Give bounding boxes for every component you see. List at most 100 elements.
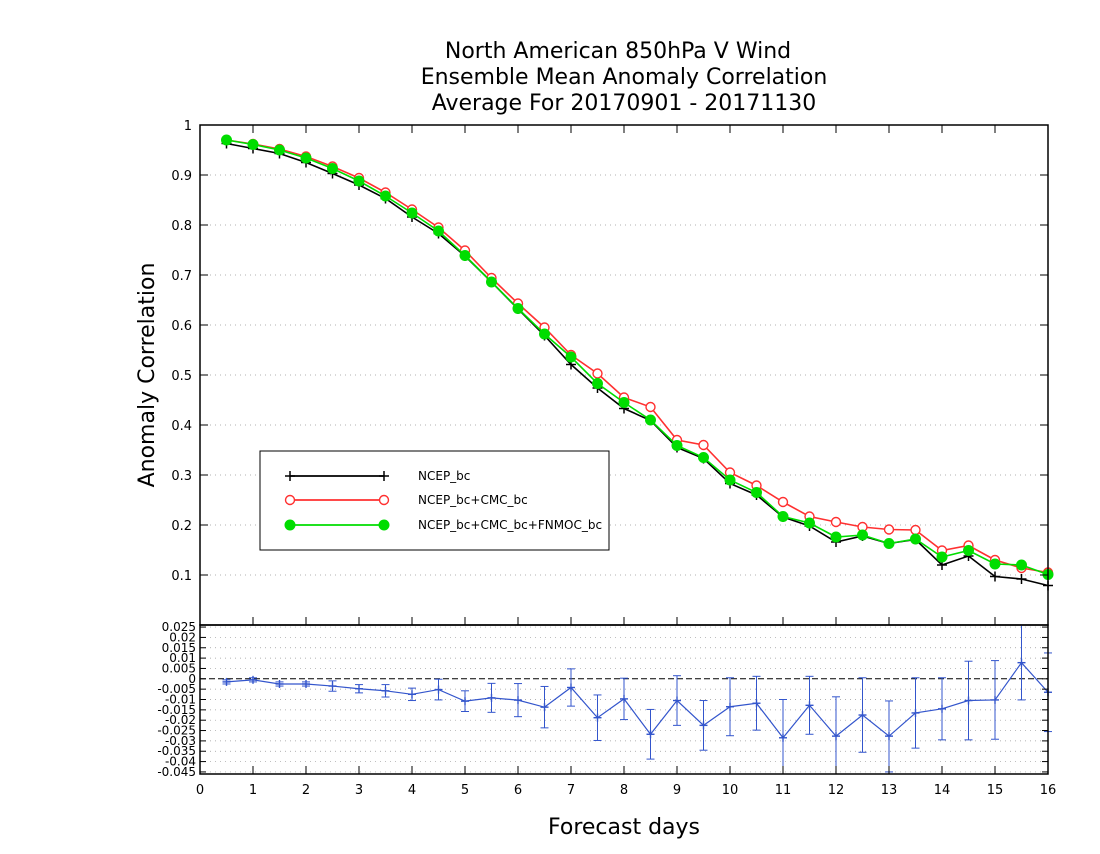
legend-entry-3: NCEP_bc+CMC_bc+FNMOC_bc: [284, 518, 602, 532]
data-point: [910, 524, 921, 536]
difference-y-tick-label: -0.005: [157, 682, 196, 696]
x-tick-label: 10: [722, 783, 739, 798]
data-point: [284, 494, 296, 506]
data-point: [752, 699, 761, 708]
y-axis-title: Anomaly Correlation: [135, 263, 160, 488]
main-y-tick-label: 0.2: [171, 519, 192, 534]
legend-label: NCEP_bc: [418, 469, 470, 483]
legend-label: NCEP_bc+CMC_bc+FNMOC_bc: [418, 518, 602, 532]
data-point: [964, 696, 973, 705]
title-line-1: North American 850hPa V Wind: [445, 39, 791, 64]
data-point: [1016, 559, 1027, 571]
data-point: [832, 732, 840, 741]
title-line-3: Average For 20170901 - 20171130: [432, 91, 817, 116]
data-point: [378, 494, 390, 506]
x-tick-label: 5: [461, 783, 469, 798]
data-point: [990, 571, 1000, 582]
main-y-tick-label: 0.7: [171, 269, 192, 284]
difference-y-tick-label: -0.035: [157, 744, 196, 758]
difference-y-tick-label: -0.015: [157, 703, 196, 717]
difference-series-group: [222, 624, 1052, 774]
data-point: [804, 517, 815, 529]
main-y-tick-label: 0.5: [171, 369, 192, 384]
x-tick-label: 9: [673, 783, 681, 798]
difference-y-tick-label: -0.03: [165, 734, 196, 748]
data-point: [645, 401, 656, 413]
difference-y-tick-label: 0: [188, 672, 196, 686]
data-point: [592, 378, 603, 389]
data-point: [911, 708, 920, 717]
main-series-group: [221, 134, 1054, 591]
data-point: [593, 713, 602, 722]
data-point: [539, 328, 550, 340]
data-point: [247, 139, 259, 150]
x-tick-label: 12: [828, 783, 845, 798]
data-point: [857, 529, 868, 541]
main-y-tick-label: 0.4: [171, 419, 192, 434]
difference-y-tick-label: 0.02: [169, 630, 196, 644]
difference-plot-panel: 0.0250.020.0150.010.0050-0.005-0.01-0.01…: [157, 620, 1052, 779]
data-point: [328, 682, 337, 691]
data-point: [698, 452, 709, 463]
data-point: [275, 679, 284, 688]
data-point: [284, 519, 296, 531]
difference-y-tick-label: -0.01: [165, 693, 196, 707]
data-point: [991, 695, 999, 704]
x-tick-label: 14: [934, 783, 951, 798]
main-y-tick-label: 0.8: [171, 219, 192, 234]
data-point: [406, 207, 418, 219]
title-line-2: Ensemble Mean Anomaly Correlation: [421, 65, 828, 90]
difference-y-tick-label: -0.02: [165, 713, 196, 727]
main-y-tick-label: 0.3: [171, 469, 192, 484]
data-point: [487, 693, 496, 702]
data-point: [698, 439, 709, 451]
x-tick-label: 13: [881, 783, 898, 798]
data-point: [910, 533, 921, 545]
data-point: [274, 144, 285, 156]
main-y-tick-label: 1: [184, 119, 192, 134]
data-point: [963, 545, 974, 556]
data-point: [936, 551, 948, 563]
data-point: [777, 496, 789, 508]
data-point: [381, 686, 390, 695]
data-point: [249, 675, 257, 684]
data-point: [540, 703, 549, 712]
data-point: [671, 440, 683, 451]
x-tick-label: 8: [620, 783, 628, 798]
difference-y-tick-label: -0.04: [165, 755, 196, 769]
data-point: [434, 685, 443, 694]
difference-y-tick-label: 0.01: [169, 651, 196, 665]
series-3: [221, 134, 1054, 580]
x-tick-label: 4: [408, 783, 416, 798]
data-point: [486, 276, 497, 288]
data-point: [989, 558, 1001, 570]
data-point: [779, 733, 787, 742]
data-point: [777, 511, 789, 522]
data-point: [883, 538, 895, 549]
x-tick-label: 7: [567, 783, 575, 798]
data-point: [222, 677, 231, 686]
difference-y-tick-label: 0.015: [162, 641, 196, 655]
data-point: [885, 732, 893, 741]
main-y-axis: 0.1 0.2 0.3 0.4 0.5 0.6 0.7 0.8 0.9 1: [171, 119, 1048, 584]
data-point: [751, 487, 762, 498]
data-point: [327, 163, 338, 174]
data-point: [699, 721, 708, 730]
data-point: [830, 516, 842, 528]
x-tick-label: 2: [302, 783, 310, 798]
main-y-tick-label: 0.9: [171, 169, 192, 184]
legend-entry-2: NCEP_bc+CMC_bc: [284, 493, 528, 507]
data-point: [300, 152, 312, 164]
data-point: [938, 704, 946, 713]
data-point: [221, 134, 232, 146]
data-point: [285, 471, 295, 481]
x-axis-title: Forecast days: [548, 815, 700, 840]
data-point: [618, 397, 630, 408]
data-point: [645, 414, 656, 426]
difference-series: [222, 624, 1052, 774]
data-point: [461, 697, 469, 706]
difference-line: [226, 661, 1049, 739]
data-point: [1017, 658, 1026, 667]
difference-y-tick-label: -0.045: [157, 765, 196, 779]
